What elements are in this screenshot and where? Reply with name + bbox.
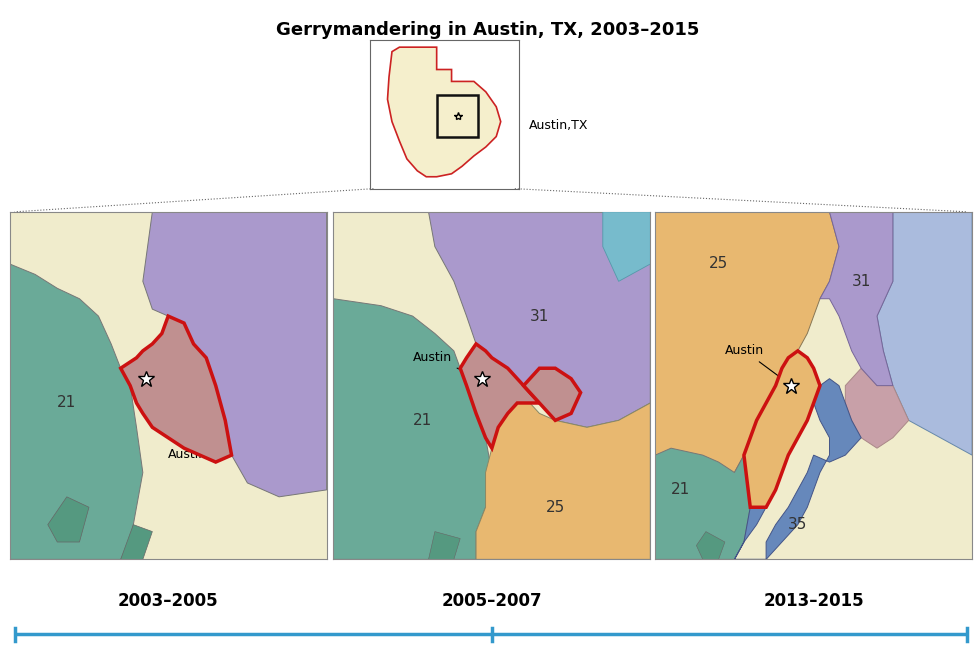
Text: 21: 21 (671, 483, 690, 497)
Polygon shape (460, 344, 539, 448)
Text: 2005–2007: 2005–2007 (442, 592, 542, 610)
Polygon shape (429, 532, 460, 559)
Polygon shape (524, 368, 581, 420)
Polygon shape (820, 212, 893, 385)
Polygon shape (744, 351, 820, 507)
Text: Austin,TX: Austin,TX (528, 119, 588, 132)
Polygon shape (10, 212, 143, 559)
Bar (437, 95, 479, 136)
Text: 2013–2015: 2013–2015 (763, 592, 864, 610)
Polygon shape (696, 532, 725, 559)
Text: Austin: Austin (725, 344, 789, 384)
Text: 31: 31 (529, 308, 549, 324)
Text: 31: 31 (851, 274, 871, 289)
Polygon shape (48, 496, 89, 542)
Text: 35: 35 (788, 517, 807, 532)
Polygon shape (845, 368, 909, 448)
Polygon shape (655, 212, 839, 532)
Polygon shape (476, 403, 650, 559)
Polygon shape (121, 316, 232, 462)
Polygon shape (429, 212, 650, 428)
Polygon shape (121, 524, 152, 559)
Text: Austin: Austin (147, 381, 208, 461)
Polygon shape (603, 212, 650, 281)
Polygon shape (734, 351, 861, 559)
Text: 2003–2005: 2003–2005 (118, 592, 218, 610)
Text: 21: 21 (412, 413, 432, 428)
Text: Austin: Austin (412, 352, 480, 377)
Polygon shape (655, 448, 751, 559)
Polygon shape (878, 212, 972, 455)
Polygon shape (143, 212, 327, 496)
Text: Gerrymandering in Austin, TX, 2003–2015: Gerrymandering in Austin, TX, 2003–2015 (276, 21, 699, 39)
Polygon shape (333, 299, 492, 559)
Text: 25: 25 (709, 256, 728, 271)
Polygon shape (387, 47, 501, 177)
Text: 10: 10 (175, 385, 194, 400)
Text: 25: 25 (546, 500, 565, 515)
Text: 21: 21 (58, 395, 76, 410)
